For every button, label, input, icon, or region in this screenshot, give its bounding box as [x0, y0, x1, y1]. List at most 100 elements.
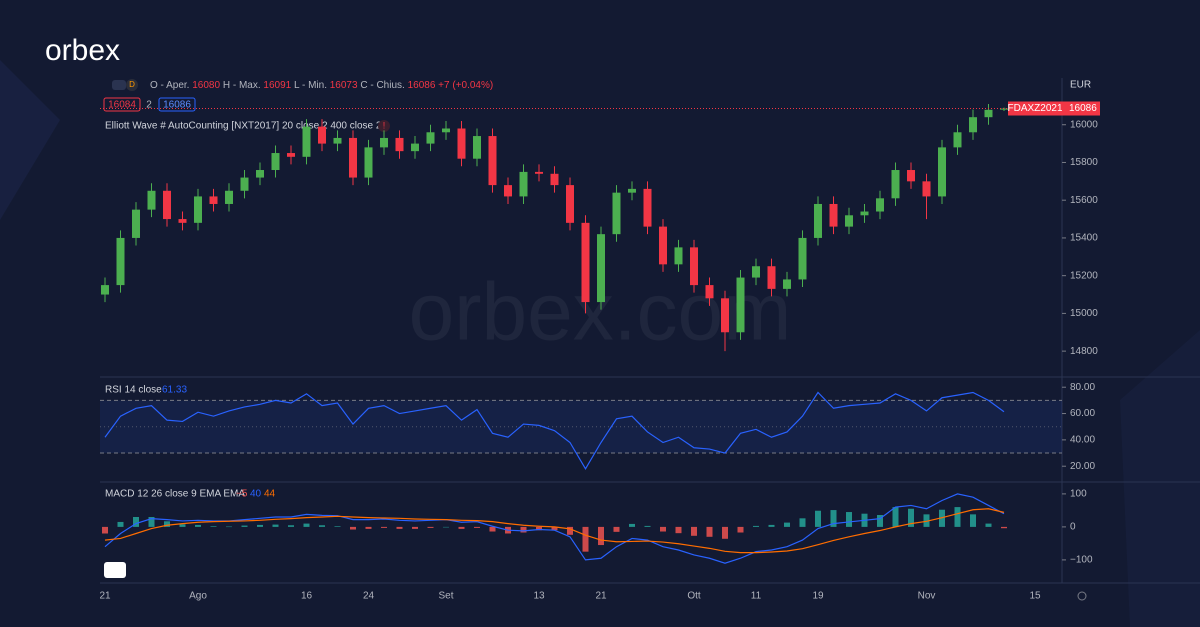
candle-body: [132, 209, 140, 238]
macd-histogram-bar: [784, 522, 790, 527]
candle-body: [814, 203, 822, 238]
tv-logo[interactable]: [104, 562, 126, 578]
candle-body: [550, 173, 559, 186]
decor: [1120, 330, 1200, 627]
candle-body: [876, 198, 884, 212]
x-tick-label: 15: [1029, 591, 1041, 602]
candle-body: [752, 266, 760, 278]
currency-button[interactable]: [1066, 78, 1096, 92]
price-tag-label: 16086: [1069, 103, 1097, 114]
candle-body: [581, 222, 590, 303]
candle-body: [659, 226, 667, 265]
input-box[interactable]: [103, 97, 141, 112]
macd-histogram-bar: [319, 525, 325, 527]
x-tick-label: 21: [99, 591, 111, 602]
candle-body: [473, 136, 481, 159]
macd-histogram-bar: [846, 512, 852, 527]
symbol-icon[interactable]: [112, 80, 126, 90]
candle-body: [271, 153, 280, 171]
macd-value: 44: [264, 489, 276, 500]
legend-value: 16091: [263, 80, 291, 91]
macd-histogram-bar: [133, 516, 139, 527]
macd-line: [104, 493, 1005, 564]
candle-body: [209, 196, 218, 204]
currency: EUR: [1070, 80, 1091, 91]
input-box[interactable]: [158, 97, 196, 112]
indicator-label: Elliott Wave # AutoCounting [NXT2017] 20…: [105, 121, 382, 132]
macd-histogram-bar: [660, 526, 666, 532]
candle-body: [101, 285, 109, 295]
candle-body: [302, 126, 311, 157]
candle-body: [364, 147, 373, 178]
candle-body: [488, 136, 497, 186]
input: 16086: [163, 100, 191, 111]
y-tick-label: 20.00: [1070, 461, 1095, 472]
y-tick-label: 14800: [1070, 346, 1098, 357]
macd-histogram-bar: [691, 526, 697, 536]
candle-body: [969, 117, 977, 133]
macd-histogram-bar: [412, 526, 418, 529]
candle-body: [984, 109, 993, 118]
y-tick-label: 15800: [1070, 157, 1098, 168]
candle-body: [194, 196, 202, 223]
macd-histogram-bar: [799, 518, 806, 527]
legend-label: C - Chius.: [360, 80, 404, 91]
input: 2: [146, 100, 152, 111]
legend-value: 16080: [192, 80, 220, 91]
macd-histogram-bar: [644, 525, 651, 527]
macd-histogram-bar: [334, 526, 341, 527]
interval: D: [129, 80, 135, 89]
macd-histogram-bar: [257, 524, 263, 527]
candle-body: [240, 177, 249, 191]
legend-change: +7 (+0.04%): [438, 80, 493, 91]
macd-value: −5: [236, 489, 248, 500]
y-tick-label: 60.00: [1070, 408, 1095, 419]
macd-histogram-bar: [892, 507, 899, 527]
macd-histogram-bar: [613, 526, 620, 532]
symbol-label: FDAXZ2021: [1007, 103, 1062, 114]
x-tick-label: 11: [751, 591, 762, 602]
y-tick-label: 100: [1070, 489, 1087, 500]
macd-histogram-bar: [443, 526, 449, 528]
y-tick-label: 15400: [1070, 233, 1098, 244]
macd-histogram-bar: [117, 521, 124, 527]
candle-body: [457, 128, 466, 159]
candle-body: [287, 153, 295, 157]
candle-body: [147, 190, 156, 210]
macd-title: MACD 12 26 close 9 EMA EMA: [105, 489, 245, 500]
y-tick-label: 15600: [1070, 195, 1098, 206]
macd-histogram-bar: [722, 526, 728, 539]
legend-value: 16073: [330, 80, 358, 91]
legend-label: H - Max.: [223, 80, 261, 91]
candle-body: [922, 181, 931, 197]
settings-icon[interactable]: [1077, 591, 1087, 601]
y-tick-label: 80.00: [1070, 382, 1095, 393]
candle-body: [938, 147, 946, 197]
macd-histogram-bar: [551, 526, 558, 531]
macd-histogram-bar: [226, 526, 232, 528]
candle-body: [566, 185, 574, 223]
macd-histogram-bar: [753, 525, 759, 527]
macd-histogram-bar: [877, 515, 883, 527]
macd-histogram-bar: [520, 526, 527, 533]
candle-body: [829, 203, 838, 227]
macd-histogram-bar: [102, 526, 108, 534]
candle-body: [736, 277, 745, 333]
candle-body: [721, 298, 729, 333]
candle-body: [178, 219, 187, 223]
macd-histogram-bar: [489, 526, 496, 532]
x-tick-label: 16: [301, 591, 313, 602]
x-tick-label: 24: [363, 591, 375, 602]
warning-icon[interactable]: [378, 120, 390, 132]
candle-body: [953, 132, 962, 148]
macd-histogram-bar: [737, 526, 744, 533]
macd-histogram-bar: [939, 509, 945, 527]
macd-histogram-bar: [195, 524, 201, 527]
candle-body: [442, 128, 450, 133]
macd-histogram-bar: [303, 523, 310, 527]
candle-body: [504, 185, 512, 197]
input: 16084: [108, 100, 136, 111]
macd-histogram-bar: [567, 526, 573, 535]
candle-body: [845, 215, 853, 227]
macd-histogram-bar: [148, 516, 155, 527]
